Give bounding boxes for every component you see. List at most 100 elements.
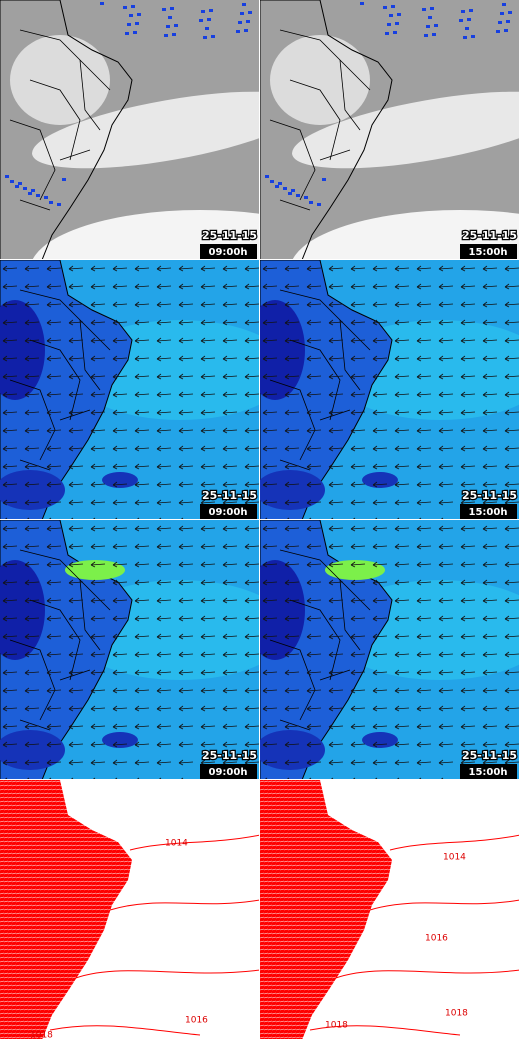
rain-cell [500,12,504,15]
rain-cell [465,27,469,30]
rain-cell [498,21,502,24]
rain-cell [270,180,274,183]
rain-cell [283,187,287,190]
rain-cell [424,34,428,37]
panel-content [0,260,259,519]
rain-cell [209,9,213,12]
rain-cell [428,16,432,19]
map-panel: 25-11-15 15:00h [260,520,519,779]
rain-cell [291,189,295,192]
rain-cell [317,203,321,206]
time-box [460,504,517,519]
isobar-label: 1018 [325,1021,348,1031]
rain-cell [28,192,32,195]
cloud [32,91,259,169]
panel-content [260,520,519,779]
rain-cell [246,20,250,23]
map-panel: 25-11-15 09:00h [0,0,259,259]
rain-cell [304,196,308,199]
rain-cell [127,23,131,26]
cloud [292,91,519,169]
rain-cell [248,11,252,14]
rain-cell [296,194,300,197]
rain-cell [432,33,436,36]
rain-cell [471,35,475,38]
rain-cell [504,29,508,32]
rain-cell [430,7,434,10]
rain-cell [238,21,242,24]
rain-cell [162,8,166,11]
panel-content [260,780,519,1039]
time-label: 15:00h [469,247,508,258]
time-label: 09:00h [209,247,248,258]
panel-content [0,520,259,779]
rain-cell [506,20,510,23]
rain-cell [164,34,168,37]
rain-cell [395,22,399,25]
rain-cell [467,18,471,21]
time-box [460,764,517,779]
isobar [389,834,519,851]
rain-cell [199,19,203,22]
time-box [200,504,257,519]
rain-cell [10,180,14,183]
rain-cell [459,19,463,22]
isobar [369,899,519,911]
rain-cell [207,18,211,21]
time-box [200,764,257,779]
rain-cell [236,30,240,33]
time-label: 09:00h [209,507,248,518]
cloud [10,35,110,125]
time-label: 15:00h [469,767,508,778]
rain-cell [129,14,133,17]
rain-cell [133,31,137,34]
rain-cell [36,194,40,197]
rain-cell [469,9,473,12]
isobar [329,969,519,981]
rain-cell [463,36,467,39]
isobar [69,969,259,981]
isobar-label: 1014 [165,839,188,849]
rain-cell [389,14,393,17]
rain-cell [242,3,246,6]
rain-cell [360,2,364,5]
time-label: 09:00h [209,767,248,778]
rain-cell [31,189,35,192]
isobar [129,834,259,851]
rain-cell [502,3,506,6]
rain-cell [174,24,178,27]
rain-cell [309,201,313,204]
time-label: 15:00h [469,507,508,518]
date-label: 25-11-15 [202,229,257,242]
isobar [309,1025,461,1036]
rain-cell [391,5,395,8]
rain-cell [57,203,61,206]
rain-cell [201,10,205,13]
rain-cell [322,178,326,181]
rain-cell [131,5,135,8]
panel-content [0,0,259,259]
rain-cell [508,11,512,14]
rain-cell [265,175,269,178]
map-panel: 1014 1016 1018 [0,780,259,1040]
rain-cell [168,16,172,19]
rain-cell [387,23,391,26]
date-label: 25-11-15 [202,489,257,502]
rain-cell [49,201,53,204]
wind-arrows [0,520,259,779]
rain-cell [240,12,244,15]
rain-cell [422,8,426,11]
rain-cell [137,13,141,16]
rain-cell [125,32,129,35]
isobar-label: 1016 [185,1016,208,1026]
rain-cell [170,7,174,10]
rain-cell [203,36,207,39]
rain-cell [5,175,9,178]
rain-cell [211,35,215,38]
date-label: 25-11-15 [462,229,517,242]
rain-cell [15,185,19,188]
isobar-label: 1018 [445,1009,468,1019]
rain-cell [278,182,282,185]
rain-cell [393,31,397,34]
